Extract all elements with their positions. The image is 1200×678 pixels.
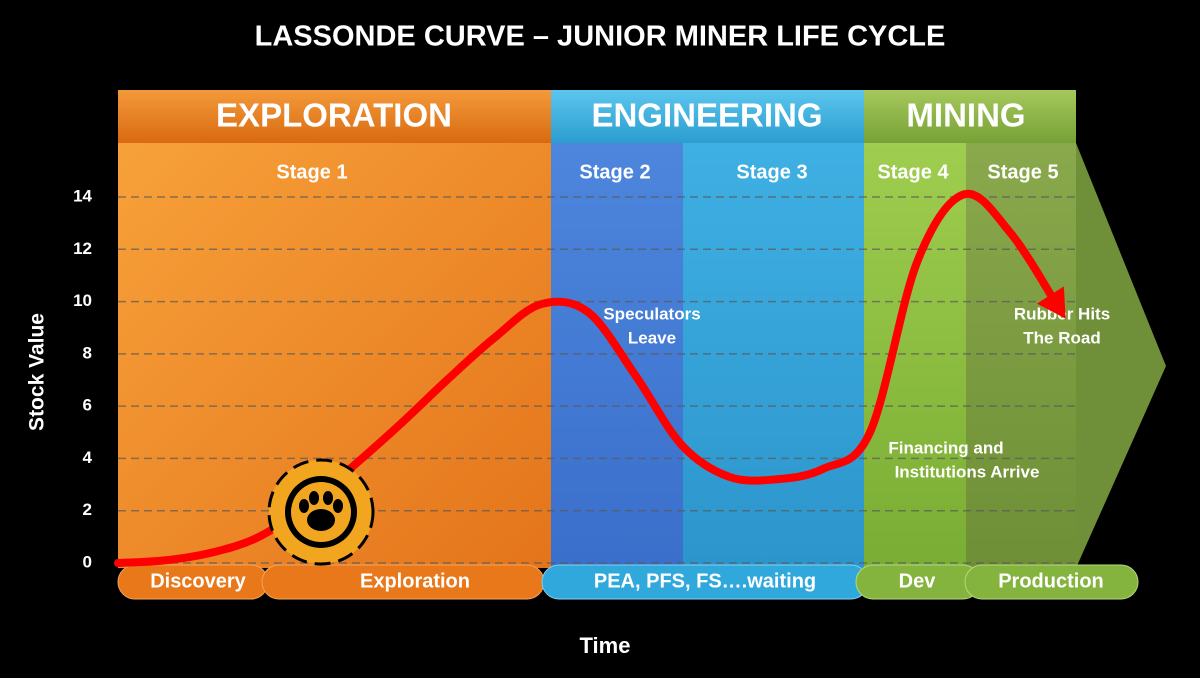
annotation: Speculators xyxy=(603,304,700,323)
annotation: Institutions Arrive xyxy=(895,462,1040,481)
stage-column xyxy=(966,143,1076,568)
phase-label: ENGINEERING xyxy=(591,97,822,134)
milestone-pill xyxy=(964,564,1139,600)
stage-arrow xyxy=(1076,143,1166,568)
y-tick-label: 14 xyxy=(73,186,92,205)
phase-label: MINING xyxy=(906,97,1025,134)
stage-label: Stage 4 xyxy=(877,161,949,183)
y-tick-label: 12 xyxy=(73,239,92,258)
annotation: The Road xyxy=(1023,328,1100,347)
chart-title: LASSONDE CURVE – JUNIOR MINER LIFE CYCLE xyxy=(255,21,946,53)
milestone-label: Dev xyxy=(899,570,937,592)
milestone-label: PEA, PFS, FS….waiting xyxy=(594,570,816,592)
x-axis-label: Time xyxy=(580,633,631,658)
logo xyxy=(267,458,375,566)
y-tick-label: 2 xyxy=(83,500,92,519)
y-axis-label: Stock Value xyxy=(26,313,49,431)
phase-band xyxy=(118,90,551,143)
stage-column xyxy=(864,143,966,568)
y-tick-label: 8 xyxy=(83,343,92,362)
y-tick-label: 6 xyxy=(83,396,92,415)
annotation: Financing and xyxy=(888,438,1003,457)
stage-label: Stage 2 xyxy=(579,161,650,183)
phase-band xyxy=(551,90,864,143)
arrowhead xyxy=(1036,286,1066,319)
stage-label: Stage 1 xyxy=(276,161,347,183)
y-tick-label: 0 xyxy=(83,552,92,571)
phase-band xyxy=(864,90,1076,143)
annotation: Leave xyxy=(628,328,676,347)
y-tick-label: 4 xyxy=(83,448,93,467)
stage-label: Stage 5 xyxy=(987,161,1058,183)
phase-label: EXPLORATION xyxy=(216,97,452,134)
milestone-label: Discovery xyxy=(150,570,246,592)
milestone-label: Exploration xyxy=(360,570,470,592)
y-tick-label: 10 xyxy=(73,291,92,310)
milestone-label: Production xyxy=(998,570,1104,592)
stage-label: Stage 3 xyxy=(736,161,807,183)
stage-column xyxy=(683,143,864,568)
stage-column xyxy=(551,143,683,568)
